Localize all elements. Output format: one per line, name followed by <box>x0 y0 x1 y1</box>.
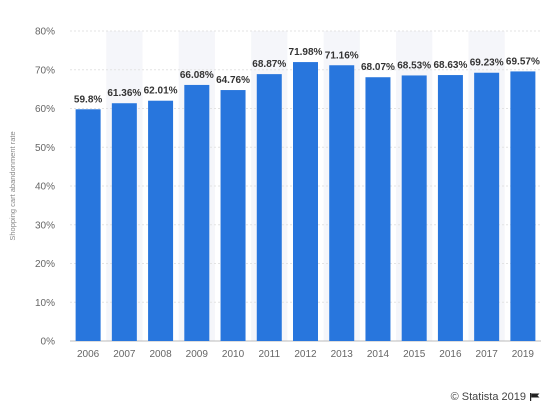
data-label: 71.98% <box>289 47 323 58</box>
y-axis-label: Shopping cart abandonment rate <box>8 131 17 240</box>
bar[interactable] <box>329 65 355 341</box>
data-label: 68.53% <box>397 60 431 71</box>
statista-credit[interactable]: © Statista 2019 <box>451 391 540 403</box>
bar[interactable] <box>365 77 391 341</box>
data-label: 68.07% <box>361 62 395 73</box>
bar[interactable] <box>220 90 246 342</box>
flag-icon[interactable] <box>530 393 540 401</box>
data-label: 69.57% <box>506 56 540 67</box>
data-label: 69.23% <box>470 58 504 69</box>
x-tick-label: 2013 <box>331 349 354 360</box>
x-tick-label: 2008 <box>149 349 172 360</box>
data-label: 61.36% <box>107 88 141 99</box>
bar[interactable] <box>293 62 318 341</box>
y-tick-label: 10% <box>35 298 55 309</box>
x-tick-label: 2019 <box>512 349 535 360</box>
y-tick-label: 70% <box>35 65 55 76</box>
x-tick-label: 2007 <box>113 349 136 360</box>
y-axis-ticks: 0% 10% 20% 30% 40% 50% 60% 70% 80% <box>35 27 55 348</box>
data-label: 71.16% <box>325 50 359 61</box>
x-tick-label: 2011 <box>259 349 281 360</box>
x-tick-label: 2016 <box>439 349 462 360</box>
data-label: 62.01% <box>144 86 178 97</box>
data-label: 59.8% <box>74 94 102 105</box>
y-tick-label: 20% <box>35 259 55 270</box>
bar[interactable] <box>256 74 282 341</box>
y-tick-label: 0% <box>41 337 56 348</box>
x-tick-label: 2009 <box>186 349 209 360</box>
y-tick-label: 80% <box>35 27 55 38</box>
x-tick-label: 2017 <box>476 349 499 360</box>
bar[interactable] <box>401 75 427 341</box>
x-tick-label: 2015 <box>403 349 426 360</box>
y-tick-label: 30% <box>35 220 55 231</box>
bar[interactable] <box>437 75 463 341</box>
value-labels: 59.8% 61.36% 62.01%66.08% 64.76%68.87%71.98… <box>74 47 540 105</box>
x-tick-label: 2012 <box>294 349 317 360</box>
y-tick-label: 40% <box>35 182 55 193</box>
bar[interactable] <box>184 84 210 341</box>
credit-text[interactable]: © Statista 2019 <box>450 391 526 403</box>
x-tick-label: 2006 <box>77 349 100 360</box>
data-label: 68.87% <box>252 59 286 70</box>
x-tick-label: 2010 <box>222 349 245 360</box>
data-label: 68.63% <box>433 60 467 71</box>
bar[interactable] <box>75 109 101 342</box>
data-label: 66.08% <box>180 70 214 81</box>
y-tick-label: 50% <box>35 143 55 154</box>
x-axis-ticks: 2006 2007 2008 2009 2010 2011 2012 2013 2014 2015… <box>77 349 534 360</box>
x-tick-label: 2014 <box>367 349 390 360</box>
y-tick-label: 60% <box>35 104 55 115</box>
bars <box>75 62 536 342</box>
bar[interactable] <box>148 100 174 342</box>
bar[interactable] <box>474 72 500 341</box>
bar[interactable] <box>111 103 137 341</box>
data-label: 64.76% <box>216 75 250 86</box>
bar[interactable] <box>510 71 536 341</box>
